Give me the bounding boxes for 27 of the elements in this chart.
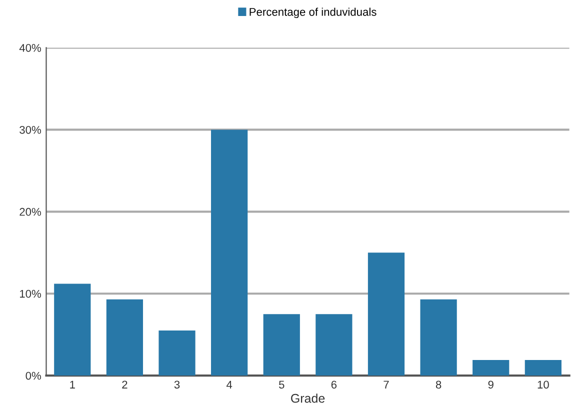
x-tick-label: 8 — [436, 380, 442, 389]
bar — [524, 360, 562, 376]
x-tick-label: 5 — [278, 380, 284, 389]
bar — [211, 130, 248, 376]
bar — [368, 252, 405, 376]
bar — [472, 360, 510, 376]
y-tick-label: 0% — [26, 372, 41, 380]
x-tick-label: 2 — [122, 380, 128, 388]
x-tick-label: 3 — [174, 380, 180, 389]
y-tick-label: 10% — [20, 290, 41, 298]
x-tick-label: 10 — [538, 380, 549, 389]
bar — [106, 299, 144, 376]
bar — [54, 284, 91, 376]
y-tick-label: 30% — [20, 126, 41, 134]
y-tick-label: 20% — [20, 208, 41, 216]
y-tick-label: 40% — [19, 44, 41, 52]
bar — [263, 314, 300, 376]
x-tick-label: 1 — [70, 380, 75, 388]
bar — [316, 314, 352, 376]
x-tick-label: 6 — [331, 380, 337, 389]
x-tick-label: 9 — [488, 380, 494, 389]
bar — [420, 299, 457, 376]
legend-label: Percentage of induviduals — [250, 8, 376, 18]
bar — [158, 330, 196, 376]
x-axis-title: Grade — [291, 394, 325, 403]
x-tick-label: 4 — [226, 380, 232, 388]
x-tick-label: 7 — [384, 380, 389, 388]
